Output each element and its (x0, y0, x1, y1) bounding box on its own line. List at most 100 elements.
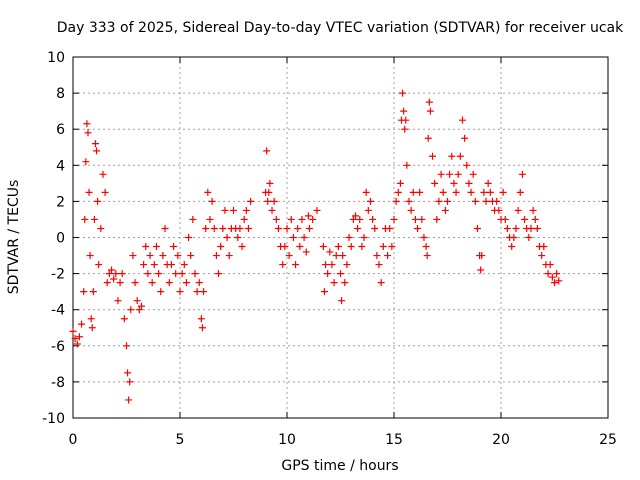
data-point (198, 324, 206, 332)
data-point (244, 224, 252, 232)
data-point (298, 215, 306, 223)
data-point (334, 243, 342, 251)
data-point (319, 243, 327, 251)
data-point (471, 197, 479, 205)
data-point (420, 234, 428, 241)
data-point (452, 188, 460, 196)
data-point (422, 243, 430, 251)
y-axis-label: SDTVAR / TECUs (6, 180, 22, 295)
data-point (236, 224, 244, 232)
data-point (161, 224, 169, 232)
data-point (384, 252, 392, 260)
data-point (187, 252, 195, 260)
data-point (512, 224, 520, 232)
data-point (337, 270, 344, 278)
data-point (114, 297, 122, 305)
data-point (127, 306, 135, 314)
data-point (416, 188, 424, 196)
data-point (157, 288, 165, 296)
data-point (83, 120, 91, 128)
data-point (351, 212, 359, 220)
data-point (456, 152, 464, 160)
data-point (148, 279, 156, 287)
data-point (320, 288, 328, 296)
data-point (112, 270, 120, 278)
data-point (366, 197, 374, 205)
data-point (529, 206, 537, 214)
data-point (287, 215, 295, 223)
data-point (225, 252, 233, 260)
x-axis-label: GPS time / hours (281, 458, 398, 474)
data-point (103, 279, 111, 287)
data-point (362, 188, 370, 196)
data-point (123, 342, 130, 350)
data-point (364, 206, 372, 214)
data-point (424, 134, 432, 142)
data-point (356, 215, 364, 223)
data-point (81, 215, 89, 223)
data-point (473, 224, 481, 232)
data-point (514, 206, 522, 214)
data-point (208, 197, 216, 205)
x-tick-label: 15 (385, 432, 403, 448)
data-point (191, 270, 199, 278)
data-point (204, 188, 212, 196)
data-point (221, 206, 229, 214)
data-point (431, 179, 439, 187)
data-point (279, 261, 287, 269)
data-point (402, 116, 410, 124)
data-point (516, 188, 524, 196)
data-point (110, 275, 118, 283)
data-point (403, 161, 411, 169)
data-point (302, 248, 310, 256)
data-point (339, 252, 347, 260)
data-point (223, 234, 231, 241)
data-point (508, 243, 516, 251)
data-point (448, 152, 456, 160)
data-point (555, 277, 563, 285)
data-point (360, 234, 368, 241)
data-point (118, 270, 126, 278)
data-point (326, 248, 334, 256)
data-point (108, 266, 116, 274)
data-point (210, 224, 218, 232)
data-point (343, 261, 351, 269)
data-point (78, 320, 86, 328)
data-point (409, 188, 417, 196)
data-point (105, 270, 113, 278)
data-point (189, 215, 197, 223)
data-point (423, 252, 431, 260)
data-point (270, 197, 278, 205)
data-point (510, 234, 518, 241)
data-point (125, 396, 133, 404)
data-point (180, 261, 188, 269)
data-point (546, 261, 554, 269)
data-point (129, 252, 137, 260)
data-point (264, 197, 272, 205)
data-point (176, 288, 184, 296)
data-point (503, 224, 511, 232)
data-point (195, 279, 203, 287)
data-point (86, 252, 94, 260)
data-point (553, 270, 561, 278)
data-point (135, 306, 143, 314)
data-point (386, 224, 394, 232)
x-tick-label: 0 (69, 432, 78, 448)
data-point (477, 266, 485, 274)
data-point (338, 297, 346, 305)
data-point (435, 197, 443, 205)
data-point (217, 243, 225, 251)
data-point (538, 252, 546, 260)
data-point (332, 252, 340, 260)
y-tick-label: -2 (51, 267, 65, 283)
data-point (202, 224, 210, 232)
data-point (142, 243, 150, 251)
data-point (450, 179, 458, 187)
data-point (399, 89, 407, 97)
data-point (313, 206, 321, 214)
data-point (458, 116, 466, 124)
data-point (407, 206, 415, 214)
x-tick-label: 5 (176, 432, 185, 448)
data-point (527, 224, 535, 232)
data-point (324, 270, 332, 278)
